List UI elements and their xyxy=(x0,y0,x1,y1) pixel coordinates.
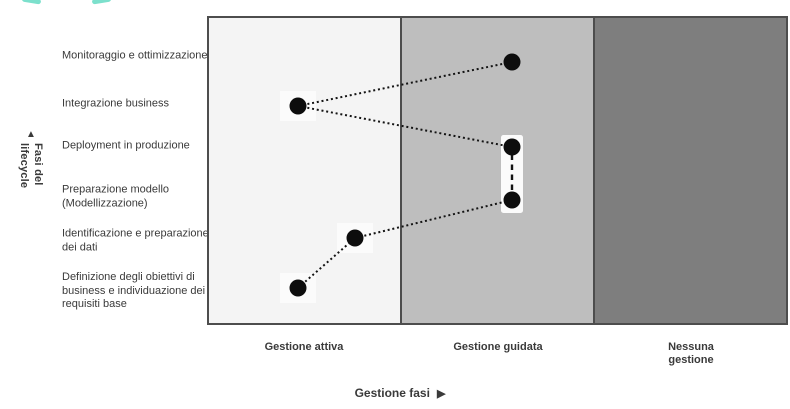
column-label-nessuna-gestione: Nessuna gestione xyxy=(668,341,714,366)
y-axis-title: ▲ Fasi del lifecycle xyxy=(14,129,48,189)
chart-plot-area xyxy=(207,16,788,325)
arrow-right-icon: ▶ xyxy=(436,388,446,400)
x-axis-title: Gestione fasi ▶ xyxy=(355,386,446,400)
phase-label-identificazione: Identificazione e preparazione dei dati xyxy=(62,227,209,254)
logo-fragment-right-icon xyxy=(91,0,112,5)
column-label-gestione-attiva: Gestione attiva xyxy=(264,341,344,353)
column-label-gestione-guidata: Gestione guidata xyxy=(453,341,543,353)
arrow-up-icon: ▲ xyxy=(26,129,36,140)
logo-fragment-left-icon xyxy=(21,0,42,5)
y-axis-title-line2: lifecycle xyxy=(18,143,30,189)
band-gestione-attiva xyxy=(209,18,400,323)
y-axis-title-line1: Fasi del xyxy=(32,143,44,186)
phase-label-preparazione: Preparazione modello (Modellizzazione) xyxy=(62,183,170,210)
y-axis-title-text: Fasi del lifecycle xyxy=(17,143,45,188)
phase-label-monitoraggio: Monitoraggio e ottimizzazione xyxy=(62,49,208,62)
phase-label-definizione: Definizione degli obiettivi di business … xyxy=(62,270,206,310)
x-axis-title-text: Gestione fasi xyxy=(354,386,430,400)
phase-label-deployment: Deployment in produzione xyxy=(62,139,190,152)
phase-label-integrazione: Integrazione business xyxy=(62,97,170,110)
band-gestione-guidata xyxy=(400,18,595,323)
band-nessuna-gestione xyxy=(595,18,786,323)
